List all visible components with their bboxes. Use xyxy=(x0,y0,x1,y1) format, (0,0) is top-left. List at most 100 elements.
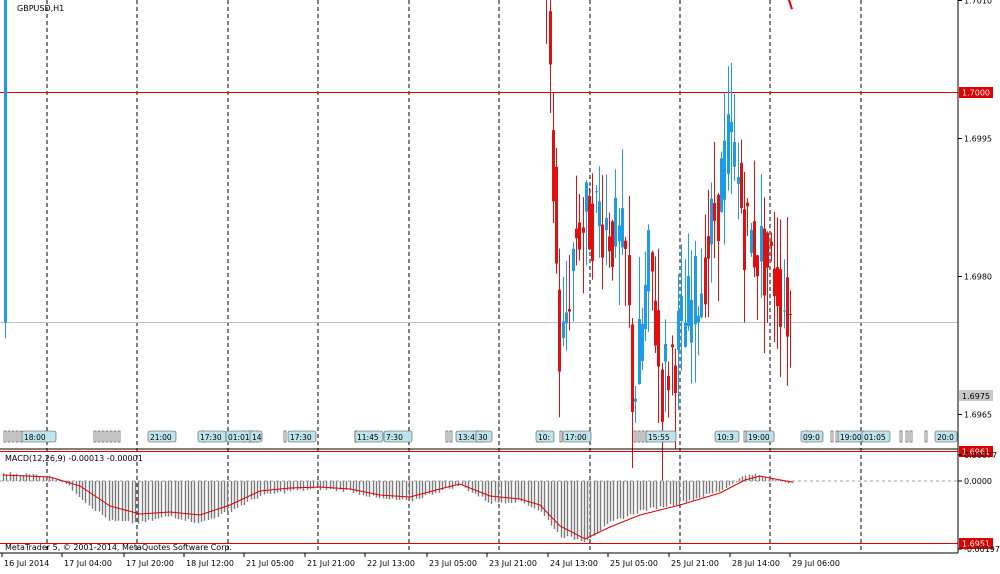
candle-body xyxy=(710,198,713,245)
event-badge-box xyxy=(714,430,740,443)
candle-body xyxy=(614,197,617,247)
candle-body xyxy=(704,257,707,305)
candle-body xyxy=(713,203,716,221)
candle-body xyxy=(575,228,578,239)
event-badge[interactable]: 14 xyxy=(249,430,263,443)
economic-events-strip[interactable]: 18:00 21:00 17:30 01:01 14 17:30 11:45 7:30 13:4… xyxy=(3,430,958,443)
candle-body xyxy=(568,309,571,312)
time-tick-label: 22 Jul 13:00 xyxy=(367,559,415,568)
event-badge[interactable]: 11:45 xyxy=(354,430,384,443)
level-label-box xyxy=(959,446,993,457)
event-marker xyxy=(449,430,453,443)
candle-body xyxy=(740,163,743,209)
event-marker xyxy=(11,430,15,443)
time-tick-label: 21 Jul 05:00 xyxy=(246,559,294,568)
candle-body xyxy=(770,241,773,246)
event-badge-box xyxy=(535,430,555,443)
event-badge[interactable]: 10:3 xyxy=(714,430,740,443)
event-badge[interactable]: 21:00 xyxy=(147,430,177,443)
copyright-text: MetaTrader 5, © 2001-2014, MetaQuotes So… xyxy=(5,543,232,552)
event-badge-label: 17:30 xyxy=(290,433,312,442)
event-badge-box xyxy=(249,430,263,443)
candle-body xyxy=(562,321,565,338)
event-badge-box xyxy=(861,430,891,443)
event-marker xyxy=(641,430,645,443)
event-marker xyxy=(283,430,287,443)
price-tick-label: 1.6965 xyxy=(964,411,992,420)
event-badge[interactable]: 18:00 xyxy=(21,430,57,443)
candle-body xyxy=(598,201,601,227)
time-tick-label: 23 Jul 05:00 xyxy=(429,559,477,568)
event-badge-label: 21:00 xyxy=(150,433,172,442)
macd-histogram xyxy=(2,472,794,543)
event-badge[interactable]: 20:0 xyxy=(934,430,958,443)
candle-body xyxy=(651,252,654,272)
event-badge[interactable]: 19:00 xyxy=(837,430,867,443)
candle-body xyxy=(654,300,657,346)
event-badge-label: 10:3 xyxy=(717,433,734,442)
time-tick-label: 28 Jul 14:00 xyxy=(732,559,780,568)
candle-body xyxy=(628,255,631,306)
candle-body xyxy=(558,289,561,372)
event-badge[interactable]: 30 xyxy=(475,430,493,443)
candle-body xyxy=(756,255,759,277)
event-badge[interactable]: 01:05 xyxy=(861,430,891,443)
event-badge[interactable]: 19:00 xyxy=(745,430,775,443)
candle-body xyxy=(786,277,789,337)
event-badge-label: 13:45 xyxy=(458,433,480,442)
macd-signal-line xyxy=(2,474,793,540)
event-badge-label: 09:0 xyxy=(803,433,820,442)
macd-axis: 0.00077 0.0000 -0.00197 xyxy=(958,451,1000,554)
event-badge[interactable]: 7:30 xyxy=(383,430,413,443)
event-badge[interactable]: 17:00 xyxy=(562,430,592,443)
price-axis: 1.71451.71301.71151.71001.70851.70701.70… xyxy=(958,0,992,420)
event-marker xyxy=(7,430,11,443)
event-badge-box xyxy=(287,430,317,443)
time-tick-label: 17 Jul 04:00 xyxy=(64,559,112,568)
candle-body xyxy=(605,217,608,231)
event-badge[interactable]: 09:0 xyxy=(800,430,824,443)
event-marker xyxy=(905,430,909,443)
candle-body xyxy=(700,293,703,318)
candle-body xyxy=(578,222,581,250)
event-badge[interactable]: 17:30 xyxy=(287,430,317,443)
candle-body xyxy=(588,195,591,250)
price-tick-label: 1.6995 xyxy=(964,135,992,144)
candle-body xyxy=(763,228,766,296)
event-badge-box xyxy=(354,430,384,443)
candle-body xyxy=(549,11,552,65)
event-badge-label: 18:00 xyxy=(24,433,46,442)
candlestick-series xyxy=(4,0,792,482)
event-badge[interactable]: 10: xyxy=(535,430,555,443)
event-badge[interactable]: 15:55 xyxy=(645,430,677,443)
time-axis: 16 Jul 2014 17 Jul 04:00 17 Jul 20:00 18 Ju… xyxy=(1,553,840,568)
candle-body xyxy=(717,194,720,241)
time-tick-label: 21 Jul 21:00 xyxy=(307,559,355,568)
event-badge[interactable]: 17:30 xyxy=(197,430,227,443)
horizontal-levels[interactable] xyxy=(0,0,958,544)
candle-body xyxy=(707,236,710,259)
candle-body xyxy=(690,299,693,343)
candle-body xyxy=(766,232,769,268)
candle-body xyxy=(667,376,670,391)
macd-title: MACD(12,26,9) -0.00013 -0.00001 xyxy=(5,454,143,463)
event-badge-label: 01:05 xyxy=(864,433,886,442)
event-badge-label: 17:30 xyxy=(200,433,222,442)
candle-body xyxy=(572,248,575,272)
candle-body xyxy=(647,230,650,292)
event-marker xyxy=(105,430,109,443)
candle-body xyxy=(694,255,697,325)
price-tick-label: 1.7010 xyxy=(964,0,992,6)
event-marker xyxy=(3,430,7,443)
candle-body xyxy=(552,130,555,202)
candle-body xyxy=(634,398,637,402)
event-badge-box xyxy=(475,430,493,443)
candle-body xyxy=(687,275,690,326)
time-tick-label: 18 Jul 12:00 xyxy=(186,559,234,568)
event-marker xyxy=(830,430,834,443)
candle-body xyxy=(746,202,749,207)
event-badge-box xyxy=(383,430,413,443)
time-tick-label: 17 Jul 20:00 xyxy=(126,559,174,568)
